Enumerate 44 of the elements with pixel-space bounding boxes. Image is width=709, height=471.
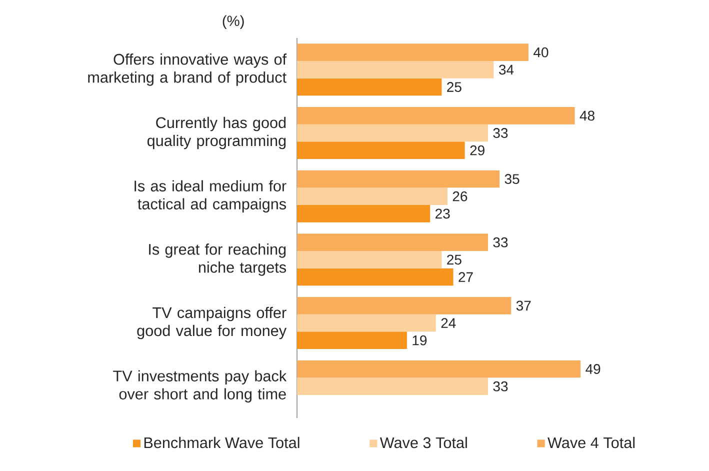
bar — [297, 107, 575, 124]
bar — [297, 234, 488, 252]
bar — [297, 251, 442, 268]
data-label: 48 — [580, 110, 594, 121]
data-label: 25 — [447, 254, 462, 265]
y-tick-label: TV investments pay back over short and long time — [113, 370, 287, 402]
bar — [297, 314, 436, 332]
bar — [297, 124, 488, 142]
data-label: 33 — [493, 237, 508, 248]
data-label: 34 — [499, 64, 514, 75]
legend-label: Benchmark Wave Total — [144, 436, 300, 448]
legend-label: Wave 4 Total — [548, 436, 635, 448]
bar — [297, 142, 465, 160]
data-label: 40 — [534, 47, 548, 58]
bar — [297, 44, 528, 62]
bar — [297, 188, 448, 206]
data-label: 24 — [441, 318, 456, 328]
data-label: 27 — [458, 272, 473, 282]
bar — [297, 170, 500, 188]
data-label: 33 — [493, 128, 508, 138]
bar — [297, 61, 494, 78]
data-label: 49 — [586, 364, 600, 374]
y-tick-label: Offers innovative ways of marketing a brand of product — [88, 54, 287, 86]
data-label: 19 — [412, 335, 427, 346]
bar — [297, 268, 454, 286]
y-tick-label: Currently has good quality programming — [147, 116, 286, 150]
text: (%) — [222, 15, 244, 29]
data-label: 23 — [436, 208, 450, 219]
bar — [297, 205, 430, 222]
bar — [297, 360, 581, 378]
data-label: 29 — [470, 145, 484, 156]
y-tick-label: TV campaigns offer good value for money — [137, 306, 287, 340]
bar — [297, 332, 407, 350]
data-label: 33 — [493, 381, 508, 392]
data-label: 37 — [516, 300, 531, 311]
data-label: 26 — [452, 191, 468, 202]
bar — [297, 378, 488, 396]
data-label: 25 — [447, 82, 462, 92]
legend-label: Wave 3 Total — [380, 436, 467, 448]
bar — [297, 297, 512, 314]
bar — [297, 78, 442, 96]
data-label: 35 — [504, 174, 520, 184]
y-tick-label: Is as ideal medium for tactical ad campaigns — [134, 180, 286, 212]
y-tick-label: Is great for reaching niche targets — [149, 244, 286, 276]
